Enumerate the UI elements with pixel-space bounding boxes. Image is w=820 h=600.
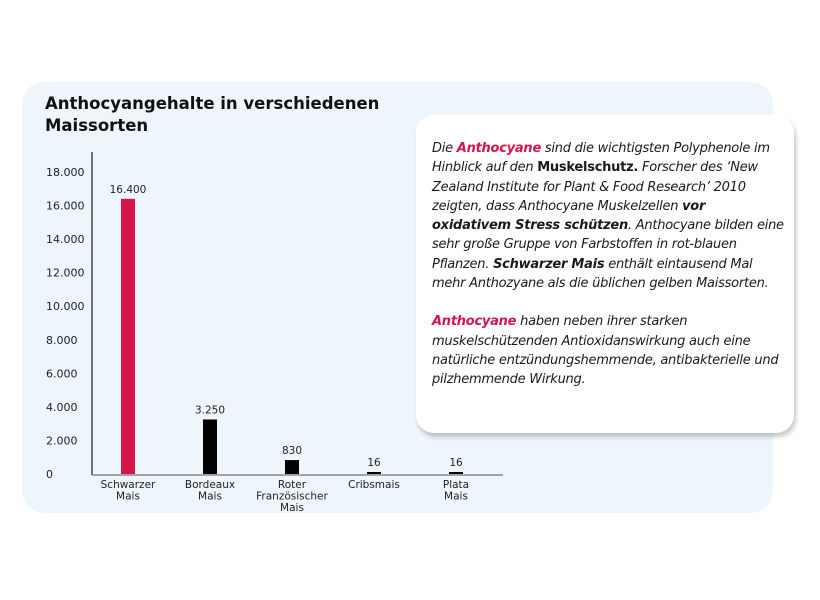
chart-title: Anthocyangehalte in verschiedenen Maisso…: [45, 94, 380, 135]
text-segment: sind die wichtigsten Polyphenole im Hinb…: [432, 141, 770, 176]
x-tick-label: Schwarzer: [101, 479, 156, 491]
bar-5: [449, 472, 463, 474]
text-segment: . Anthocyane bilden eine sehr große Grup…: [432, 218, 784, 272]
data-label: 16.400: [110, 184, 147, 196]
y-tick-label: 4.000: [46, 401, 78, 414]
x-tick-label: Mais: [116, 491, 140, 503]
y-tick-label: 6.000: [46, 367, 78, 380]
x-tick-label: Cribsmais: [348, 479, 400, 491]
text-segment: Forscher des ‘New Zealand Institute for …: [432, 160, 758, 214]
y-tick-label: 18.000: [46, 166, 85, 179]
data-label: 830: [282, 445, 302, 457]
data-label: 16: [449, 457, 463, 469]
x-tick-label: Mais: [280, 502, 304, 514]
y-tick-label: 14.000: [46, 233, 85, 246]
x-tick-label: Französischer: [256, 491, 328, 503]
bold-text: vor oxidativem Stress schützen: [432, 198, 706, 234]
info-text-box: Die Anthocyane sind die wichtigsten Poly…: [416, 115, 794, 433]
bar-1: [121, 198, 135, 474]
x-tick-label: Mais: [444, 491, 468, 503]
y-tick-label: 16.000: [46, 200, 85, 213]
bar-4: [367, 472, 381, 474]
x-tick-label: Roter: [278, 479, 307, 491]
x-tick-label: Bordeaux: [185, 479, 235, 491]
text-segment: haben neben ihrer starken muskelschützen…: [432, 314, 779, 388]
data-label: 16: [367, 457, 381, 469]
bar-3: [285, 460, 299, 474]
info-paragraph: Die Anthocyane sind die wichtigsten Poly…: [432, 139, 784, 293]
y-tick-label: 0: [46, 468, 53, 481]
info-paragraph: Anthocyane haben neben ihrer starken mus…: [432, 312, 784, 389]
highlight-term: Anthocyane: [432, 314, 517, 330]
bold-text: Schwarzer Mais: [493, 256, 605, 272]
y-tick-label: 12.000: [46, 267, 85, 280]
y-tick-label: 2.000: [46, 434, 78, 447]
x-tick-label: Plata: [443, 479, 469, 491]
bar-2: [203, 419, 217, 474]
text-segment: enthält eintausend Mal mehr Anthozyane a…: [432, 256, 769, 292]
text-segment: Die: [432, 141, 457, 156]
highlight-term: Anthocyane: [456, 141, 542, 156]
y-tick-label: 10.000: [46, 300, 85, 313]
bold-text: Muskelschutz.: [537, 160, 639, 176]
data-label: 3.250: [195, 404, 225, 416]
y-tick-label: 8.000: [46, 334, 78, 347]
x-tick-label: Mais: [198, 491, 222, 503]
